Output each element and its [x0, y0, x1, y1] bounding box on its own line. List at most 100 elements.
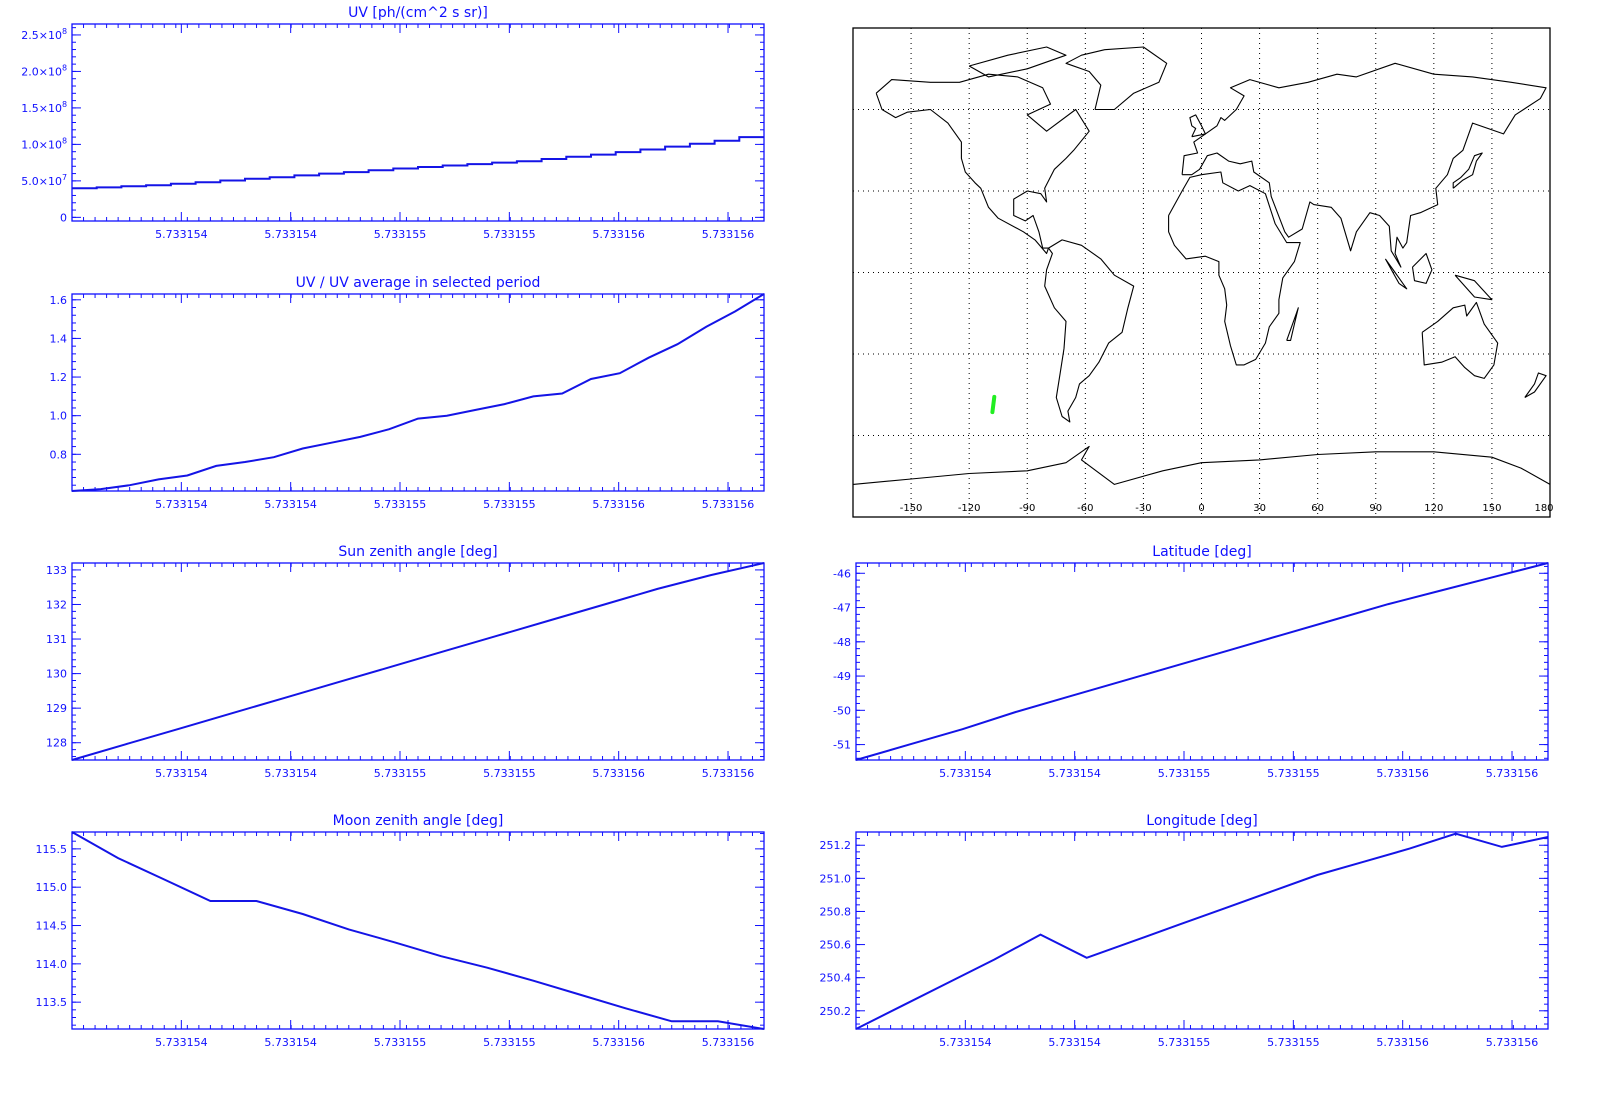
- uv-ratio-frame: [71, 293, 765, 492]
- world-map-panel: -150 -120 -90 -60 -30 0 30 60 90 120 150 180: [852, 27, 1554, 518]
- y-tick-label: 251.0: [820, 872, 852, 885]
- madagascar-coast: [1286, 307, 1299, 341]
- y-tick-label: 250.2: [820, 1005, 852, 1018]
- y-tick-label: 113.5: [36, 996, 68, 1009]
- y-tick-label: 2.0×10: [21, 65, 62, 78]
- x-tick-label: 5.733156: [1376, 767, 1429, 780]
- x-tick-label: 5.733156: [1486, 767, 1539, 780]
- arctic-islands-coast: [968, 46, 1067, 78]
- y-tick-exponent: 8: [62, 63, 67, 72]
- y-tick-label: 0.8: [50, 448, 68, 461]
- antarctica-coast: [852, 445, 1551, 485]
- y-tick-exponent: 8: [62, 100, 67, 109]
- y-tick-label: 133: [46, 564, 67, 577]
- x-tick-label: 5.733155: [483, 498, 536, 511]
- y-tick-label: 0: [60, 211, 67, 224]
- map-lon-tick-label: 120: [1424, 503, 1443, 514]
- y-tick-label: 2.5×10: [21, 29, 62, 42]
- uv-panel: UV [ph/(cm^2 s sr)] 5.733154 5.733154 5.733…: [21, 5, 765, 241]
- x-tick-label: 5.733156: [702, 498, 755, 511]
- x-tick-label: 5.733156: [592, 767, 645, 780]
- moon-zenith-title: Moon zenith angle [deg]: [333, 813, 504, 829]
- x-tick-label: 5.733154: [155, 498, 208, 511]
- y-tick-label: 115.0: [36, 881, 68, 894]
- y-tick-label: 1.0×10: [21, 138, 62, 151]
- north-america-coast: [875, 73, 1090, 255]
- x-tick-label: 5.733154: [1048, 767, 1101, 780]
- y-tick-label: 1.4: [50, 332, 68, 345]
- eurasia-coast: [1181, 62, 1547, 268]
- moon-zenith-frame: [71, 831, 765, 1030]
- latitude-series-line: [855, 562, 1549, 761]
- y-tick-label: 130: [46, 668, 67, 681]
- uv-title: UV [ph/(cm^2 s sr)]: [348, 5, 488, 21]
- australia-coast: [1421, 301, 1499, 379]
- x-tick-label: 5.733154: [1048, 1036, 1101, 1049]
- x-tick-label: 5.733154: [264, 228, 317, 241]
- x-tick-label: 5.733155: [1267, 767, 1320, 780]
- sun-zenith-title: Sun zenith angle [deg]: [338, 544, 497, 560]
- x-tick-label: 5.733154: [155, 1036, 208, 1049]
- uv-series-line: [72, 136, 764, 190]
- y-tick-label: -49: [833, 670, 851, 683]
- new-guinea-coast: [1454, 274, 1493, 301]
- x-tick-label: 5.733154: [155, 228, 208, 241]
- map-lon-tick-label: -60: [1077, 503, 1093, 514]
- y-tick-label: 250.6: [820, 939, 852, 952]
- greenland-coast: [1065, 46, 1168, 111]
- moon-zenith-series-line: [71, 831, 765, 1030]
- x-tick-label: 5.733155: [483, 228, 536, 241]
- x-tick-label: 5.733156: [592, 498, 645, 511]
- map-lon-tick-label: 30: [1253, 503, 1266, 514]
- map-lon-tick-label: -90: [1019, 503, 1035, 514]
- y-tick-label: -50: [833, 704, 851, 717]
- y-tick-label: 250.8: [820, 905, 852, 918]
- x-tick-label: 5.733155: [1267, 1036, 1320, 1049]
- y-tick-exponent: 7: [62, 173, 67, 182]
- longitude-frame: [855, 831, 1549, 1030]
- x-tick-label: 5.733156: [1486, 1036, 1539, 1049]
- sun-zenith-series-line: [71, 562, 765, 761]
- x-tick-label: 5.733156: [702, 1036, 755, 1049]
- map-lon-tick-label: 90: [1369, 503, 1382, 514]
- y-tick-label: -51: [833, 739, 851, 752]
- longitude-panel: Longitude [deg] 5.733154 5.733154 5.733155 5…: [820, 813, 1549, 1049]
- x-tick-label: 5.733156: [1376, 1036, 1429, 1049]
- x-tick-label: 5.733155: [374, 767, 427, 780]
- y-tick-label: 1.6: [50, 294, 68, 307]
- x-tick-label: 5.733155: [1158, 767, 1211, 780]
- latitude-title: Latitude [deg]: [1152, 544, 1251, 560]
- uv-ratio-panel: UV / UV average in selected period 5.7331…: [50, 275, 765, 511]
- y-tick-label: 129: [46, 702, 67, 715]
- x-tick-label: 5.733155: [374, 498, 427, 511]
- x-tick-label: 5.733155: [483, 767, 536, 780]
- x-tick-label: 5.733154: [939, 1036, 992, 1049]
- uv-ratio-title: UV / UV average in selected period: [296, 275, 541, 291]
- y-tick-label: 1.5×10: [21, 102, 62, 115]
- y-tick-label: -47: [833, 602, 851, 615]
- x-tick-label: 5.733154: [264, 1036, 317, 1049]
- uv-ratio-series-line: [71, 293, 765, 492]
- y-tick-label: 115.5: [36, 843, 68, 856]
- y-tick-exponent: 8: [62, 27, 67, 36]
- map-lon-tick-label: -30: [1135, 503, 1151, 514]
- y-tick-label: 131: [46, 633, 67, 646]
- map-lon-tick-label: 180: [1534, 503, 1553, 514]
- map-lon-tick-label: -150: [900, 503, 923, 514]
- x-tick-label: 5.733154: [155, 767, 208, 780]
- x-tick-label: 5.733156: [702, 767, 755, 780]
- y-tick-label: -48: [833, 636, 851, 649]
- map-lon-tick-label: 150: [1482, 503, 1501, 514]
- longitude-series-line: [855, 832, 1549, 1030]
- moon-zenith-panel: Moon zenith angle [deg] 5.733154 5.733154 5…: [36, 813, 765, 1049]
- x-tick-label: 5.733155: [483, 1036, 536, 1049]
- south-america-coast: [1044, 239, 1135, 423]
- y-tick-label: 1.2: [50, 371, 68, 384]
- y-tick-label: 132: [46, 598, 67, 611]
- longitude-title: Longitude [deg]: [1146, 813, 1257, 829]
- map-lon-tick-label: -120: [958, 503, 981, 514]
- x-tick-label: 5.733154: [264, 498, 317, 511]
- sumatra-coast: [1384, 258, 1408, 290]
- latitude-panel: Latitude [deg] 5.733154 5.733154 5.733155 5.…: [833, 544, 1549, 780]
